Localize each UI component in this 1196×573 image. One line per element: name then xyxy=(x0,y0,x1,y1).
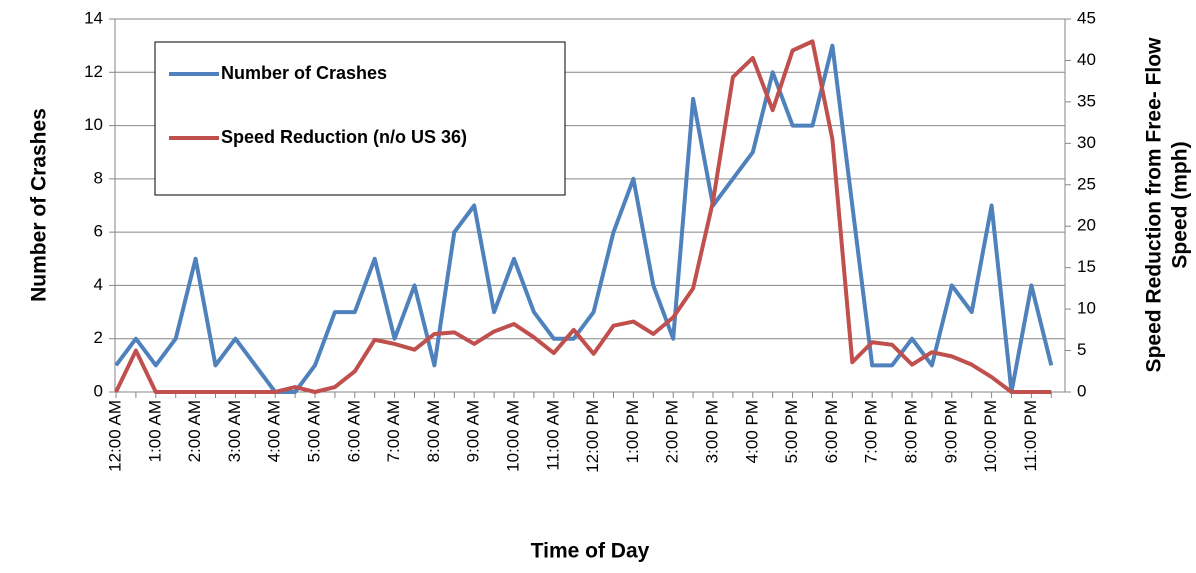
x-tick-label: 8:00 PM xyxy=(901,400,920,463)
y-tick-label: 10 xyxy=(84,115,103,134)
x-tick-label: 12:00 AM xyxy=(105,400,124,472)
x-tick-label: 11:00 PM xyxy=(1021,400,1040,472)
x-tick-label: 1:00 AM xyxy=(145,400,164,462)
y-tick-label: 0 xyxy=(94,381,103,400)
y2-tick-label: 30 xyxy=(1077,133,1096,152)
x-tick-label: 5:00 PM xyxy=(782,400,801,463)
y2-axis-title: Speed Reduction from Free- Flow xyxy=(1143,37,1166,373)
y-tick-label: 12 xyxy=(84,62,103,81)
series-line xyxy=(114,43,1054,394)
y2-tick-label: 25 xyxy=(1077,174,1096,193)
y2-tick-label: 5 xyxy=(1077,340,1086,359)
y2-tick-label: 40 xyxy=(1077,50,1096,69)
y-tick-label: 6 xyxy=(94,222,103,241)
x-tick-label: 10:00 PM xyxy=(981,400,1000,473)
y-axis-title: Number of Crashes xyxy=(28,108,51,302)
x-tick-label: 6:00 AM xyxy=(344,400,363,462)
x-tick-label: 7:00 PM xyxy=(862,400,881,463)
legend-label: Speed Reduction (n/o US 36) xyxy=(221,127,467,147)
y2-axis-title: Speed (mph) xyxy=(1169,141,1192,268)
y2-tick-label: 10 xyxy=(1077,299,1096,318)
series-line xyxy=(114,39,1052,394)
x-tick-label: 2:00 PM xyxy=(663,400,682,463)
y2-tick-label: 15 xyxy=(1077,257,1096,276)
x-tick-label: 9:00 PM xyxy=(941,400,960,463)
x-tick-label: 1:00 PM xyxy=(623,400,642,463)
y2-tick-label: 35 xyxy=(1077,91,1096,110)
x-tick-label: 6:00 PM xyxy=(822,400,841,463)
x-tick-label: 5:00 AM xyxy=(304,400,323,462)
x-tick-label: 7:00 AM xyxy=(384,400,403,462)
x-axis-title: Time of Day xyxy=(531,540,650,563)
x-tick-label: 3:00 AM xyxy=(225,400,244,462)
x-tick-label: 3:00 PM xyxy=(702,400,721,463)
y2-tick-label: 45 xyxy=(1077,8,1096,27)
y-tick-label: 14 xyxy=(84,8,103,27)
x-tick-label: 8:00 AM xyxy=(424,400,443,462)
y2-tick-label: 20 xyxy=(1077,216,1096,235)
x-tick-label: 9:00 AM xyxy=(464,400,483,462)
x-tick-label: 2:00 AM xyxy=(185,400,204,462)
y-tick-label: 4 xyxy=(94,275,103,294)
y2-tick-label: 0 xyxy=(1077,381,1086,400)
y-tick-label: 8 xyxy=(94,168,103,187)
x-tick-label: 10:00 AM xyxy=(503,400,522,472)
legend-box xyxy=(154,41,566,196)
x-tick-label: 12:00 PM xyxy=(583,400,602,473)
x-tick-label: 4:00 AM xyxy=(265,400,284,462)
x-tick-label: 11:00 AM xyxy=(543,400,562,471)
x-tick-label: 4:00 PM xyxy=(742,400,761,463)
legend-label: Number of Crashes xyxy=(221,63,387,83)
y-tick-label: 2 xyxy=(94,328,103,347)
